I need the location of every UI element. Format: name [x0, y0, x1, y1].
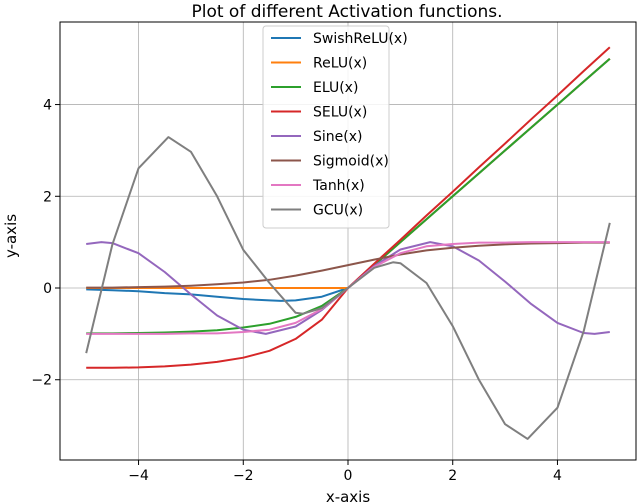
x-tick-label: 4	[553, 468, 562, 484]
legend-label-sine-x: Sine(x)	[313, 129, 362, 145]
legend-label-sigmoid-x: Sigmoid(x)	[313, 154, 389, 170]
x-tick-label: −2	[233, 468, 254, 484]
legend-box	[262, 25, 390, 229]
axis-ticks: −4 −2 0 2 4 −2 0 2 4	[31, 98, 562, 484]
series-lines	[85, 46, 611, 440]
legend: SwishReLU(x) ReLU(x) ELU(x) SELU(x) Sine(x) S…	[262, 25, 408, 229]
y-tick-label: −2	[31, 373, 52, 389]
y-axis-label: y-axis	[2, 214, 20, 258]
x-tick-label: −4	[128, 468, 149, 484]
legend-label-elu-x: ELU(x)	[313, 80, 358, 96]
y-tick-label: 4	[43, 98, 52, 114]
legend-label-gcu-x: GCU(x)	[313, 203, 363, 219]
x-tick-label: 2	[448, 468, 457, 484]
series-line-sigmoid-x	[86, 241, 610, 289]
legend-label-selu-x: SELU(x)	[313, 105, 367, 121]
chart-title: Plot of different Activation functions.	[191, 2, 502, 22]
y-tick-label: 0	[43, 281, 52, 297]
legend-label-relu-x: ReLU(x)	[313, 56, 367, 72]
series-line-gcu-x	[85, 136, 611, 440]
legend-label-tanh-x: Tanh(x)	[312, 178, 365, 194]
x-tick-label: 0	[344, 468, 353, 484]
x-axis-label: x-axis	[326, 488, 371, 504]
legend-label-swishrelu-x: SwishReLU(x)	[313, 31, 408, 47]
y-tick-label: 2	[43, 189, 52, 205]
